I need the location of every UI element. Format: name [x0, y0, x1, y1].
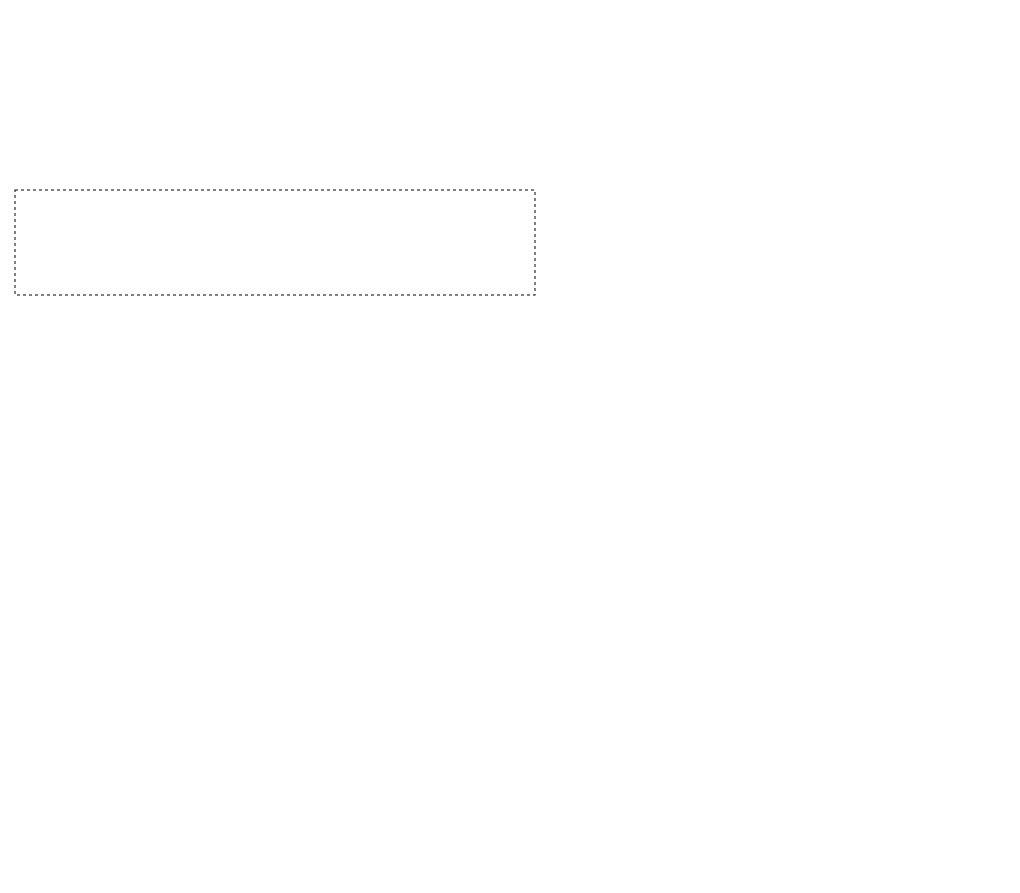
prob-box	[15, 190, 535, 295]
panel-a	[10, 10, 540, 300]
figure-grid	[10, 10, 1010, 834]
calibration-svg	[550, 10, 1010, 300]
panel-c	[10, 310, 540, 567]
panel-g	[550, 577, 810, 834]
panel-h	[820, 577, 1020, 834]
roc-svg	[80, 312, 400, 567]
panel-f	[10, 577, 540, 834]
stackbar-svg	[820, 312, 1020, 567]
dca-f-svg	[60, 579, 410, 834]
dca-g-svg	[550, 579, 795, 834]
km-svg	[550, 312, 810, 567]
nomogram-svg	[10, 10, 540, 300]
dca-h-svg	[820, 579, 1020, 834]
panel-b	[550, 10, 1020, 300]
panel-e	[820, 310, 1020, 567]
panel-d	[550, 310, 810, 567]
